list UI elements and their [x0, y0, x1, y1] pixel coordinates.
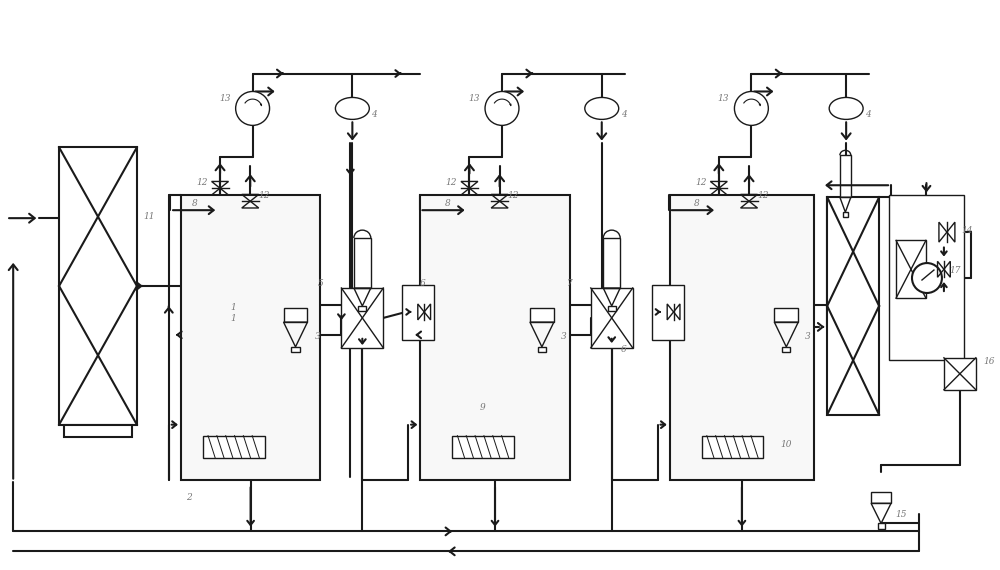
Bar — [530, 308, 554, 322]
Text: 5: 5 — [318, 279, 323, 287]
Text: 8: 8 — [192, 199, 198, 207]
Text: 1: 1 — [231, 314, 237, 323]
Bar — [774, 308, 798, 322]
Circle shape — [485, 91, 519, 125]
Text: 14: 14 — [961, 226, 973, 235]
Bar — [871, 492, 891, 503]
Ellipse shape — [585, 97, 619, 119]
Text: 8: 8 — [694, 199, 700, 207]
Bar — [402, 285, 434, 340]
Text: 7: 7 — [567, 279, 573, 287]
Text: 16: 16 — [983, 357, 995, 367]
Circle shape — [236, 91, 270, 125]
Bar — [843, 212, 848, 217]
Bar — [538, 347, 546, 352]
Text: 6: 6 — [419, 279, 425, 287]
Text: 12: 12 — [508, 191, 519, 200]
Bar — [944, 358, 976, 390]
Bar — [827, 197, 879, 415]
Bar — [291, 347, 300, 352]
Text: 3: 3 — [561, 332, 567, 341]
Bar — [358, 306, 366, 311]
Bar — [702, 435, 763, 458]
Text: 10: 10 — [781, 440, 792, 449]
Text: 12: 12 — [196, 178, 208, 187]
Bar — [889, 195, 964, 360]
Ellipse shape — [335, 97, 369, 119]
Text: 4: 4 — [865, 110, 871, 119]
Bar — [203, 435, 265, 458]
Bar — [840, 155, 851, 197]
Bar — [603, 238, 620, 288]
Text: 4: 4 — [371, 110, 377, 119]
Bar — [284, 308, 307, 322]
Text: 6: 6 — [621, 345, 627, 355]
Ellipse shape — [829, 97, 863, 119]
Text: 13: 13 — [219, 94, 230, 103]
Bar — [591, 288, 633, 348]
Text: 2: 2 — [186, 493, 192, 502]
Bar — [59, 147, 137, 425]
Text: 4: 4 — [621, 110, 627, 119]
Bar — [64, 425, 132, 437]
Bar — [452, 435, 514, 458]
Bar — [181, 195, 320, 479]
Text: 1: 1 — [231, 303, 237, 312]
Bar — [341, 288, 383, 348]
Bar — [782, 347, 790, 352]
Text: 3: 3 — [315, 332, 320, 341]
Text: 13: 13 — [468, 94, 480, 103]
Text: 12: 12 — [695, 178, 707, 187]
Text: 11: 11 — [143, 212, 155, 221]
Text: 12: 12 — [757, 191, 769, 200]
Text: 15: 15 — [895, 510, 907, 519]
Bar — [670, 195, 814, 479]
Bar — [354, 238, 371, 288]
Bar — [878, 523, 885, 529]
Circle shape — [912, 263, 942, 293]
Bar — [652, 285, 684, 340]
Text: 12: 12 — [258, 191, 270, 200]
Text: 13: 13 — [718, 94, 729, 103]
Text: 8: 8 — [445, 199, 450, 207]
Bar — [896, 241, 926, 298]
Circle shape — [734, 91, 768, 125]
Bar — [608, 306, 616, 311]
Text: 12: 12 — [446, 178, 457, 187]
Text: 9: 9 — [480, 403, 486, 412]
Text: 3: 3 — [805, 332, 811, 341]
Bar — [420, 195, 570, 479]
Text: 17: 17 — [949, 266, 961, 275]
